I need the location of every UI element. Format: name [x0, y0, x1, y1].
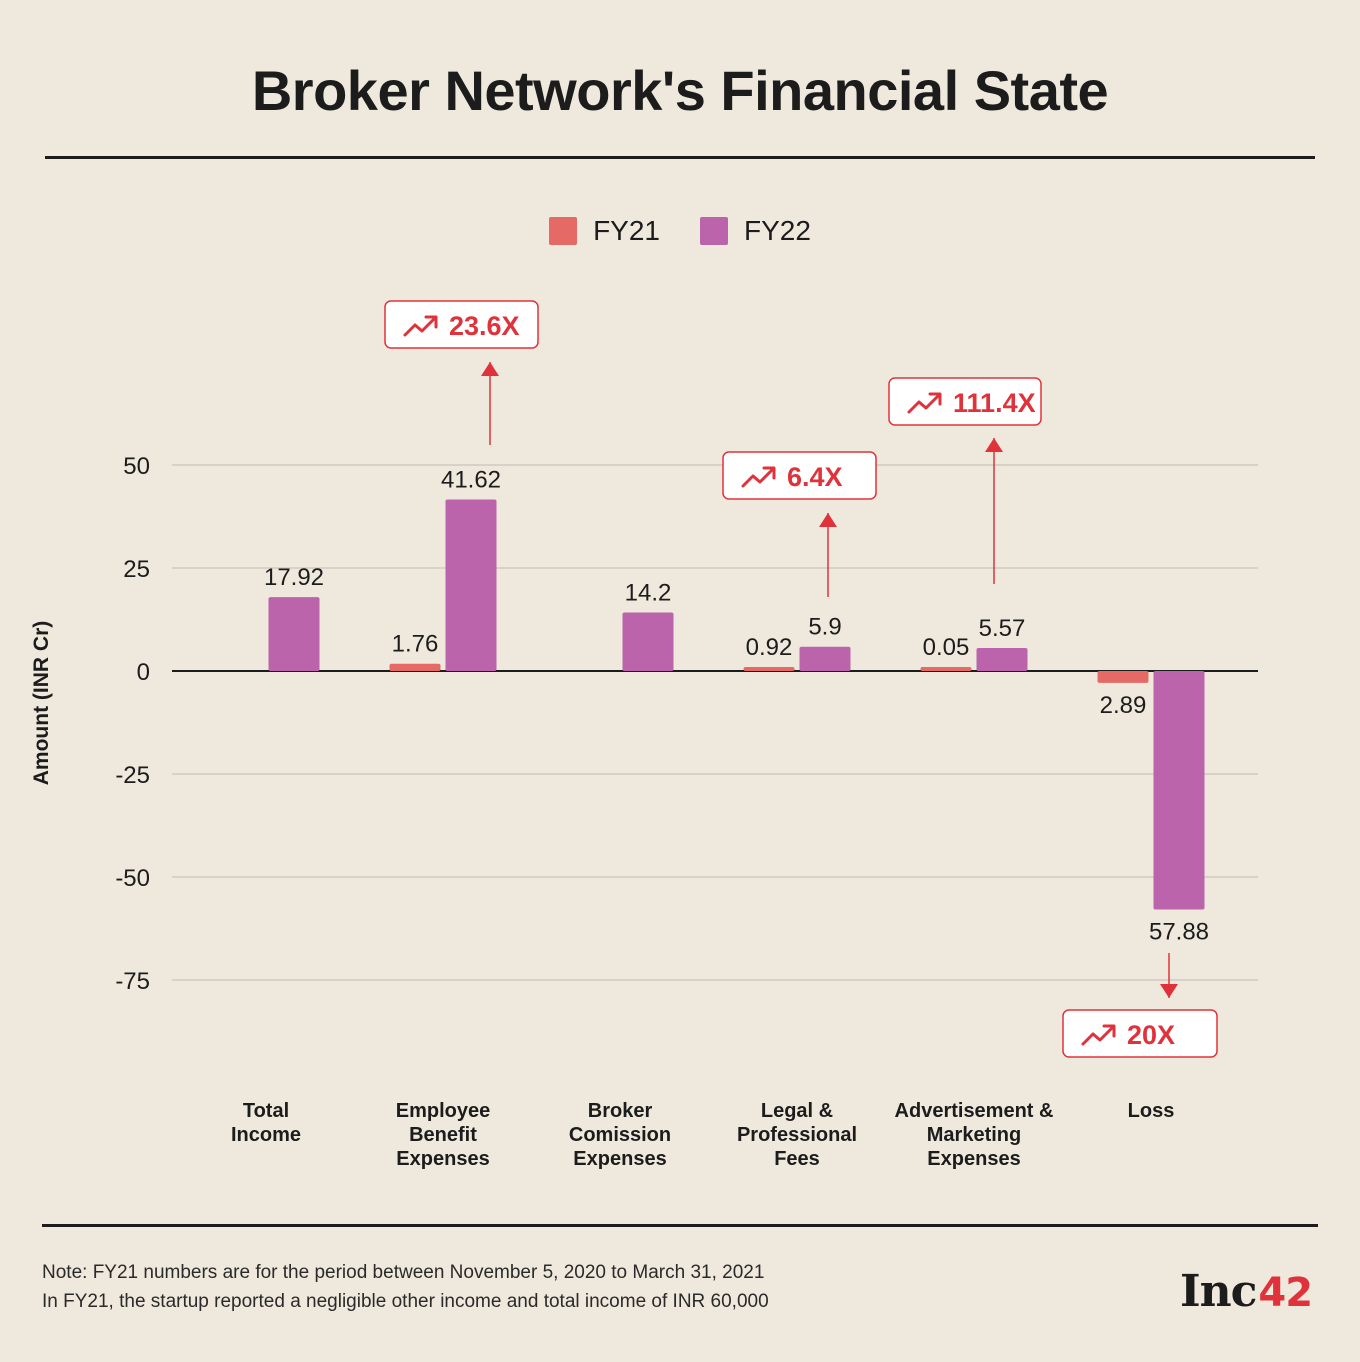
callout-arrow-head — [481, 362, 499, 376]
bar-fy22 — [268, 597, 320, 671]
inc42-logo: Inc 42 — [1180, 1266, 1313, 1317]
trending-up-icon — [741, 467, 775, 488]
category-label: Comission — [569, 1124, 671, 1146]
data-label: 1.76 — [392, 631, 439, 658]
category-label: Marketing — [927, 1124, 1021, 1146]
legend-item-fy22: FY22 — [700, 215, 811, 247]
data-label: 41.62 — [441, 467, 501, 494]
category-label: Professional — [737, 1124, 857, 1146]
bar-fy22 — [445, 499, 497, 671]
legend-swatch-fy21 — [549, 217, 578, 245]
y-axis-label: Amount (INR Cr) — [30, 621, 53, 785]
data-label: 14.2 — [625, 579, 672, 606]
data-label: 5.9 — [808, 614, 841, 641]
category-label: Expenses — [927, 1148, 1020, 1170]
y-tick-label: 0 — [137, 659, 150, 686]
data-label: 0.05 — [923, 634, 970, 661]
trending-up-arrowhead — [762, 466, 776, 480]
growth-callout-text: 111.4X — [953, 388, 1036, 418]
bar-fy22 — [1153, 671, 1205, 910]
category-label: Total — [243, 1100, 289, 1122]
data-label: 0.92 — [746, 634, 793, 661]
data-label: 2.89 — [1100, 692, 1147, 719]
trending-up-arrowhead — [1102, 1024, 1116, 1038]
legend-label-fy21: FY21 — [593, 215, 660, 246]
category-label: Employee — [396, 1100, 490, 1122]
data-label: 57.88 — [1149, 918, 1209, 945]
footer-divider — [42, 1224, 1318, 1227]
trending-up-arrowhead — [928, 392, 942, 406]
title-divider — [45, 156, 1315, 159]
logo-text: Inc — [1180, 1266, 1257, 1317]
growth-callout-box — [888, 377, 1042, 426]
y-tick-label: -50 — [115, 865, 150, 892]
bar-fy21 — [389, 663, 441, 671]
category-label: Expenses — [396, 1148, 489, 1170]
callout-arrow-head — [819, 513, 837, 527]
legend: FY21 FY22 — [0, 215, 1360, 247]
growth-callout-box — [722, 451, 877, 500]
logo-number: 42 — [1258, 1270, 1313, 1316]
growth-callout-text: 20X — [1127, 1020, 1175, 1050]
callout-arrow-head — [985, 438, 1003, 452]
category-label: Expenses — [573, 1148, 666, 1170]
bar-chart: 50 25 0 -25 -50 -75 Amount (INR Cr) 1.76 0.92 0.0… — [30, 300, 1258, 1170]
bar-fy21 — [1097, 671, 1149, 683]
chart-title: Broker Network's Financial State — [251, 59, 1109, 122]
bar-fy22 — [799, 646, 851, 671]
footnote-2: In FY21, the startup reported a negligib… — [42, 1291, 769, 1312]
footnotes: Note: FY21 numbers are for the period be… — [42, 1258, 769, 1316]
y-tick-label: -75 — [115, 968, 150, 995]
y-tick-label: 25 — [123, 556, 150, 583]
bar-fy21 — [920, 667, 972, 671]
trending-up-icon — [907, 393, 941, 414]
data-label: 17.92 — [264, 564, 324, 591]
trending-up-arrowhead — [424, 315, 438, 329]
category-label: Legal & — [761, 1100, 833, 1122]
bar-fy22 — [976, 648, 1028, 671]
bar-fy21 — [743, 667, 795, 671]
legend-swatch-fy22 — [700, 217, 728, 245]
trending-up-icon — [1081, 1025, 1115, 1046]
y-tick-label: -25 — [115, 762, 150, 789]
trending-up-icon — [403, 316, 437, 337]
growth-callout-text: 23.6X — [449, 311, 520, 341]
category-label: Loss — [1128, 1100, 1175, 1122]
growth-callout-box — [1062, 1009, 1218, 1058]
growth-callout-text: 6.4X — [787, 462, 843, 492]
footnote-1: Note: FY21 numbers are for the period be… — [42, 1262, 765, 1283]
y-tick-label: 50 — [123, 453, 150, 480]
callout-arrow-head — [1160, 984, 1178, 998]
legend-label-fy22: FY22 — [744, 215, 811, 246]
bar-fy22 — [622, 612, 674, 671]
category-label: Benefit — [409, 1124, 477, 1146]
category-label: Income — [231, 1124, 301, 1146]
growth-callout-box — [384, 300, 539, 349]
category-label: Fees — [774, 1148, 820, 1170]
data-label: 5.57 — [979, 615, 1026, 642]
category-label: Advertisement & — [895, 1100, 1054, 1122]
category-label: Broker — [588, 1100, 653, 1122]
legend-item-fy21: FY21 — [549, 215, 660, 247]
